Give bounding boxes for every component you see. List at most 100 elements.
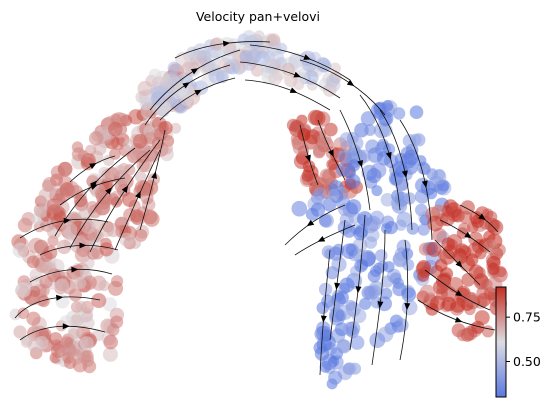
scatter-point [109,148,121,160]
streamline-arrowhead [62,323,70,330]
scatter-point [357,149,371,163]
scatter-point [291,200,308,217]
scatter-point [29,285,41,297]
scatter-point [383,261,395,273]
scatter-point [132,134,148,149]
scatter-point [434,258,448,272]
scatter-point [364,285,379,300]
streamline [244,79,331,111]
scatter-point [29,268,43,282]
streamline-arrowhead [293,71,302,78]
streamline-arrowhead [355,286,362,294]
scatter-point [364,124,376,136]
scatter-point [69,350,84,365]
scatter-point [471,320,485,334]
scatter-point [170,122,182,134]
scatter-point [48,332,63,346]
streamline-arrowhead [222,40,231,47]
scatter-point [74,193,88,208]
scatter-point [35,336,49,350]
streamline [434,239,481,286]
scatter-point [310,202,326,217]
scatter-point [394,177,409,192]
scatter-point [266,33,281,47]
streamline [249,44,351,81]
scatter-point [122,138,136,152]
scatter-point [102,297,117,312]
scatter-point [135,171,147,183]
scatter-point [319,361,332,373]
scatter-point [70,278,83,291]
scatter-point [51,343,66,359]
scatter-point [392,282,407,297]
scatter-point [339,212,354,227]
scatter-point [317,132,332,148]
scatter-point [435,287,448,301]
scatter-point [13,325,27,339]
streamline-arrowhead [306,219,315,227]
scatter-point [246,48,262,64]
scatter-point [400,146,414,160]
scatter-point [321,245,336,259]
scatter-point [319,213,334,228]
scatter-point [409,133,422,146]
scatter-point [137,80,153,96]
streamline-arrowhead [121,185,129,193]
scatter-point [110,196,122,208]
scatter-point [12,242,28,258]
scatter-point [339,277,355,293]
scatter-point [409,105,424,119]
scatter-point [122,192,137,208]
scatter-point [310,191,324,205]
scatter-point [119,232,134,247]
scatter-point [297,145,310,157]
scatter-point [487,262,500,276]
colorbar-tick-label: 0.50 [513,354,541,369]
scatter-point [43,245,58,260]
scatter-point [336,338,351,353]
streamline [359,94,401,211]
scatter-point [94,187,109,201]
scatter-point [250,64,264,77]
scatter-point [242,30,256,43]
scatter-point [60,182,76,198]
scatter-point [353,226,368,241]
streamline [299,59,386,116]
scatter-point [432,227,447,243]
scatter-point [210,38,223,51]
scatter-point [304,70,319,85]
scatter-point [102,346,118,362]
scatter-point [17,307,30,320]
streamline-arrowhead [455,260,463,268]
scatter-point [374,249,388,262]
scatter-point [128,109,144,125]
scatter-point [367,269,381,283]
scatter-point [324,122,338,137]
scatter-point [82,275,97,290]
scatter-point [345,199,362,215]
streamline-arrowhead [289,87,298,93]
streamline [239,61,341,99]
streamline [39,245,119,256]
scatter-point [88,131,104,146]
scatter-point [130,209,144,223]
streamline [399,119,433,241]
scatter-point [406,222,419,235]
scatter-point [62,222,78,238]
scatter-point [301,169,314,182]
scatter-point [15,282,31,298]
scatter-point [58,161,73,176]
streamline-arrowhead [454,316,463,323]
scatter-point [329,307,345,323]
streamline [69,149,151,249]
scatter-point [140,191,154,205]
streamline-arrowhead [464,231,472,239]
scatter-point [419,284,436,301]
streamline [59,177,126,206]
streamline-arrowhead [346,79,355,87]
scatter-point [401,299,418,316]
scatter-point [297,128,311,142]
scatter-point [360,111,376,127]
streamline [114,149,161,251]
